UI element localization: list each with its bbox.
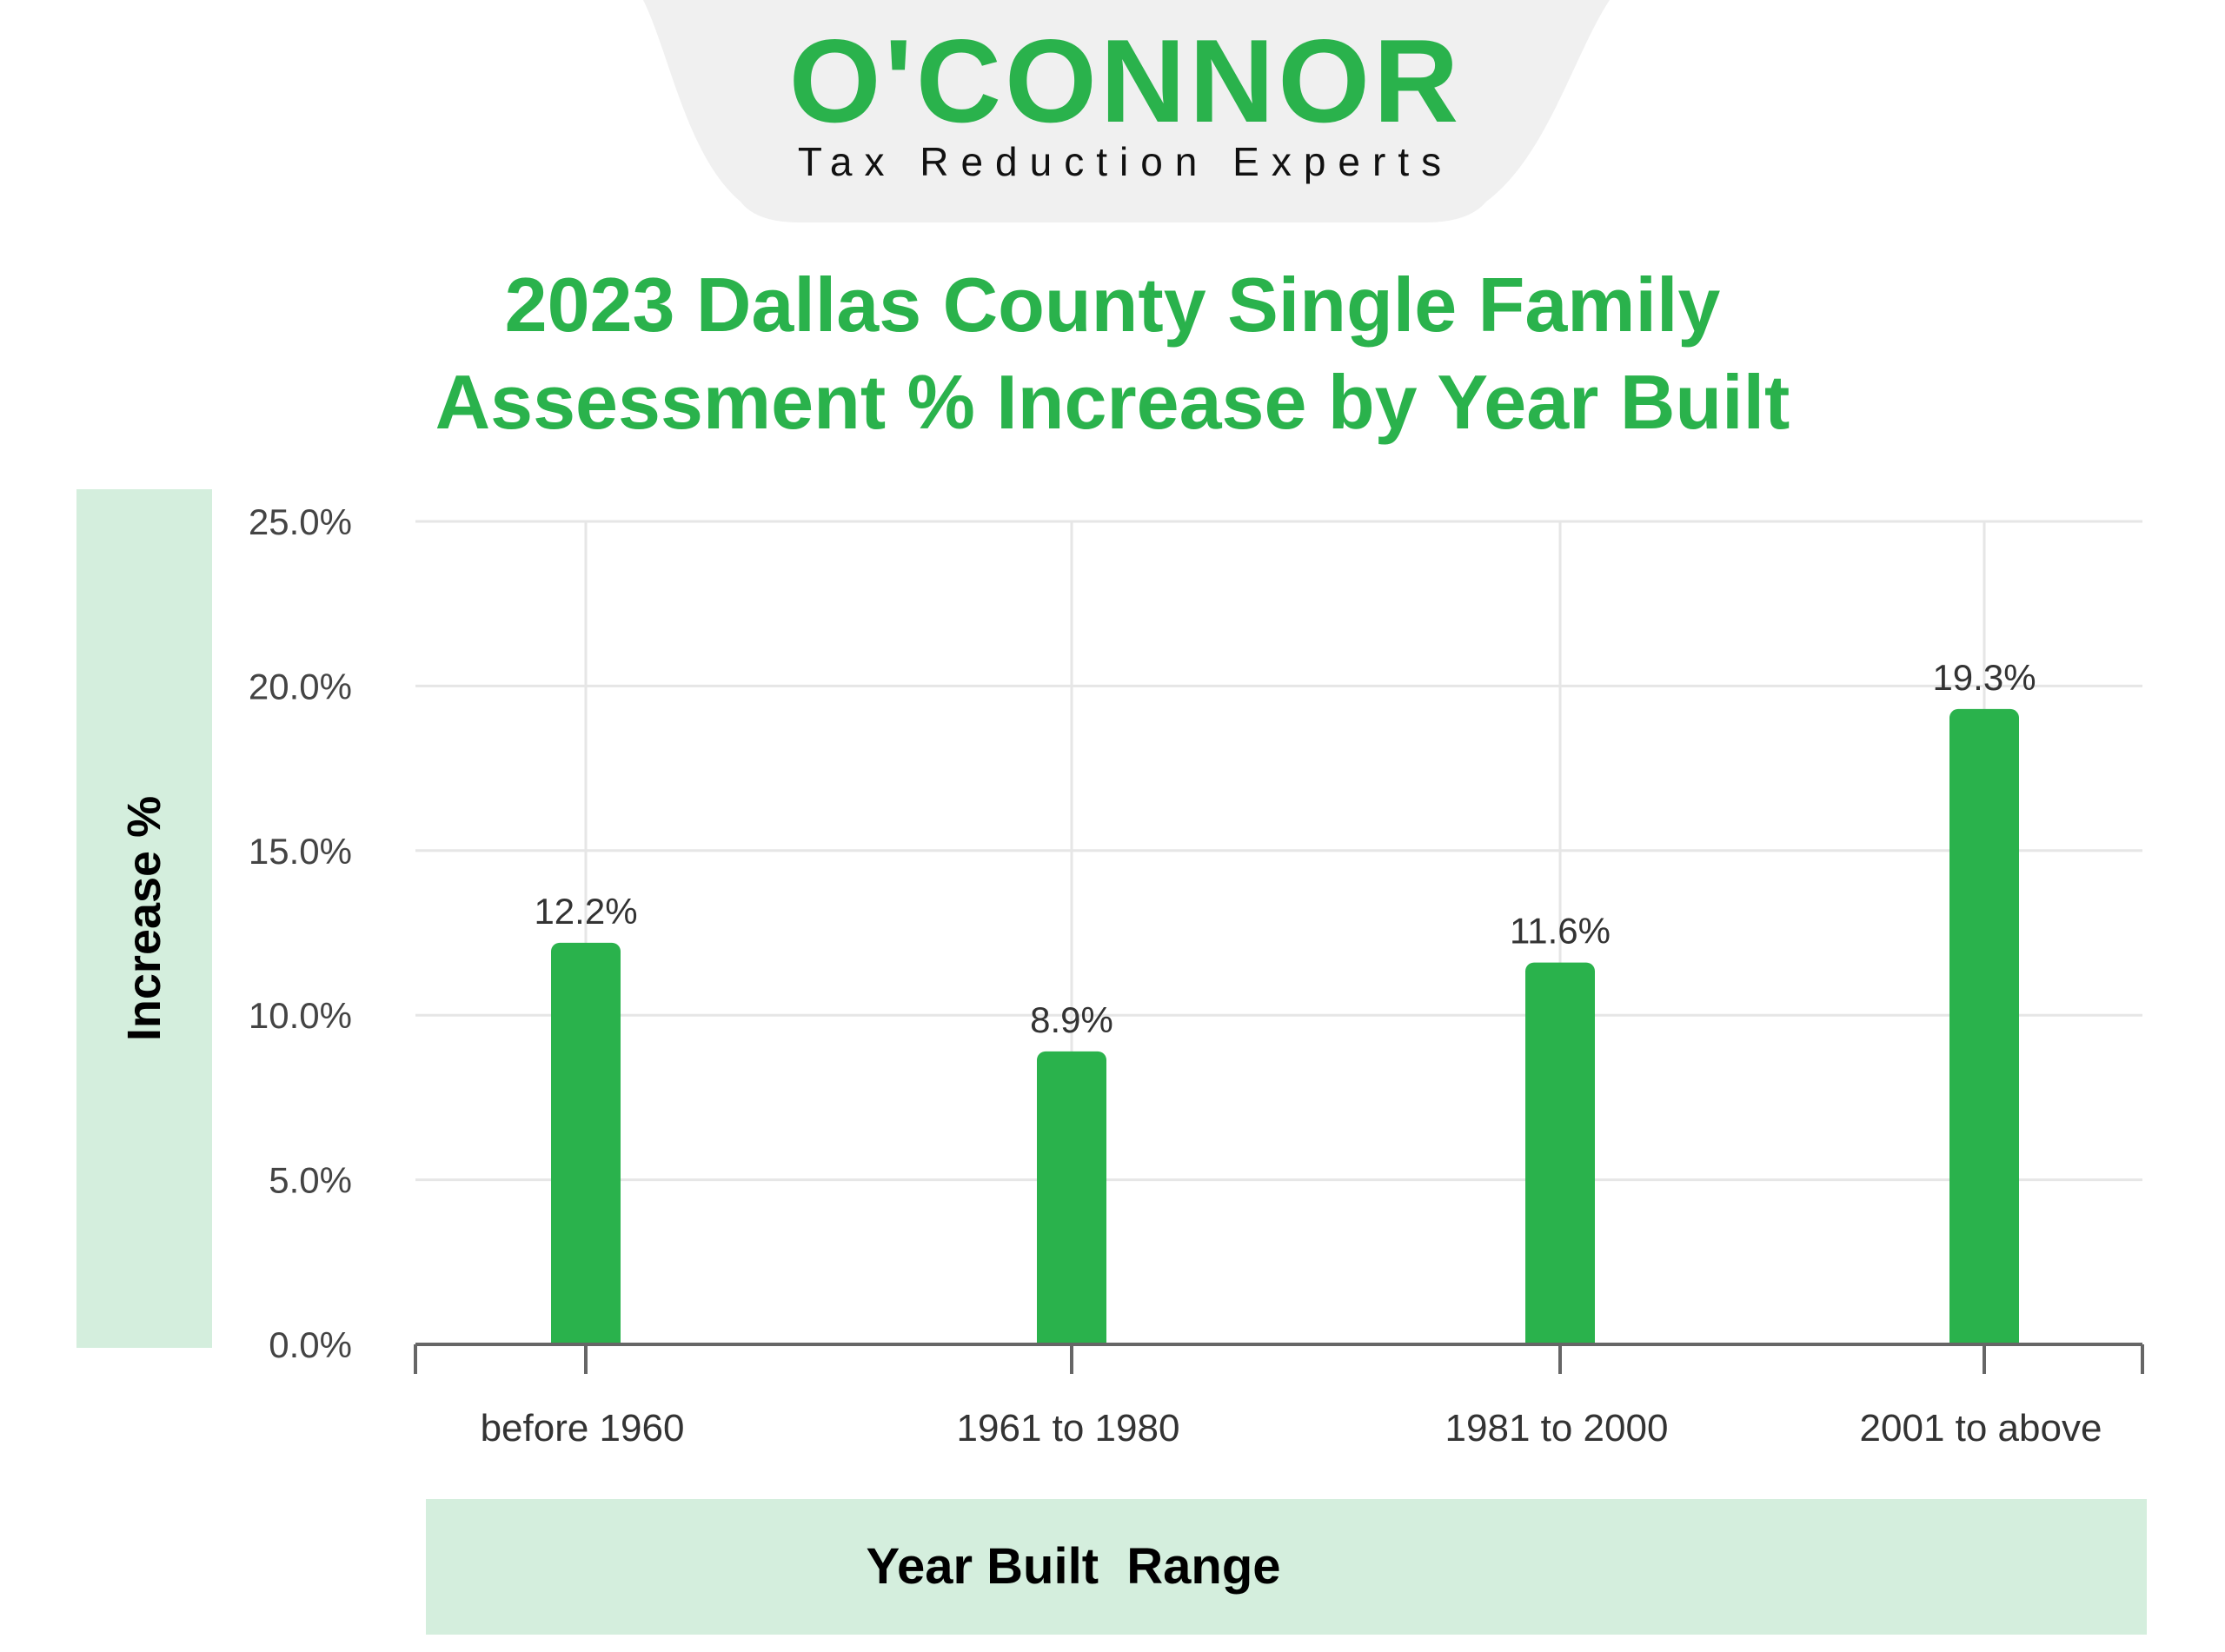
x-axis-label-panel [426,1499,2147,1635]
bar-base [551,1332,621,1344]
data-label: 11.6% [1510,911,1611,952]
bar [1949,708,2019,1344]
data-label: 12.2% [534,891,637,932]
y-axis-label-panel [76,489,212,1348]
bar [551,942,621,1344]
data-label: 8.9% [1030,999,1113,1040]
y-tick-label: 20.0% [249,666,352,707]
logo-tab-background [643,0,1610,222]
y-tick-label: 0.0% [269,1324,352,1365]
chart-title: 2023 Dallas County Single Family Assessm… [435,262,1790,445]
bar-base [1525,1332,1595,1344]
y-tick-label: 25.0% [249,501,352,542]
logo-wordmark: O'CONNOR [788,15,1463,147]
bar [1037,1051,1106,1344]
bar-base [1949,1332,2019,1344]
y-tick-label: 15.0% [249,831,352,872]
x-tick-label: before 1960 [481,1407,685,1450]
y-tick-label: 10.0% [249,995,352,1036]
bar [1525,962,1595,1344]
logo-tagline: Tax Reduction Experts [797,139,1454,184]
x-tick-label: 1981 to 2000 [1445,1407,1669,1450]
x-tick-label: 1961 to 1980 [957,1407,1180,1450]
y-tick-label: 5.0% [269,1160,352,1201]
bar-base [1037,1332,1106,1344]
x-tick-label: 2001 to above [1860,1407,2102,1450]
data-label: 19.3% [1932,657,2036,698]
x-axis-label: Year Built Range [866,1538,1281,1595]
